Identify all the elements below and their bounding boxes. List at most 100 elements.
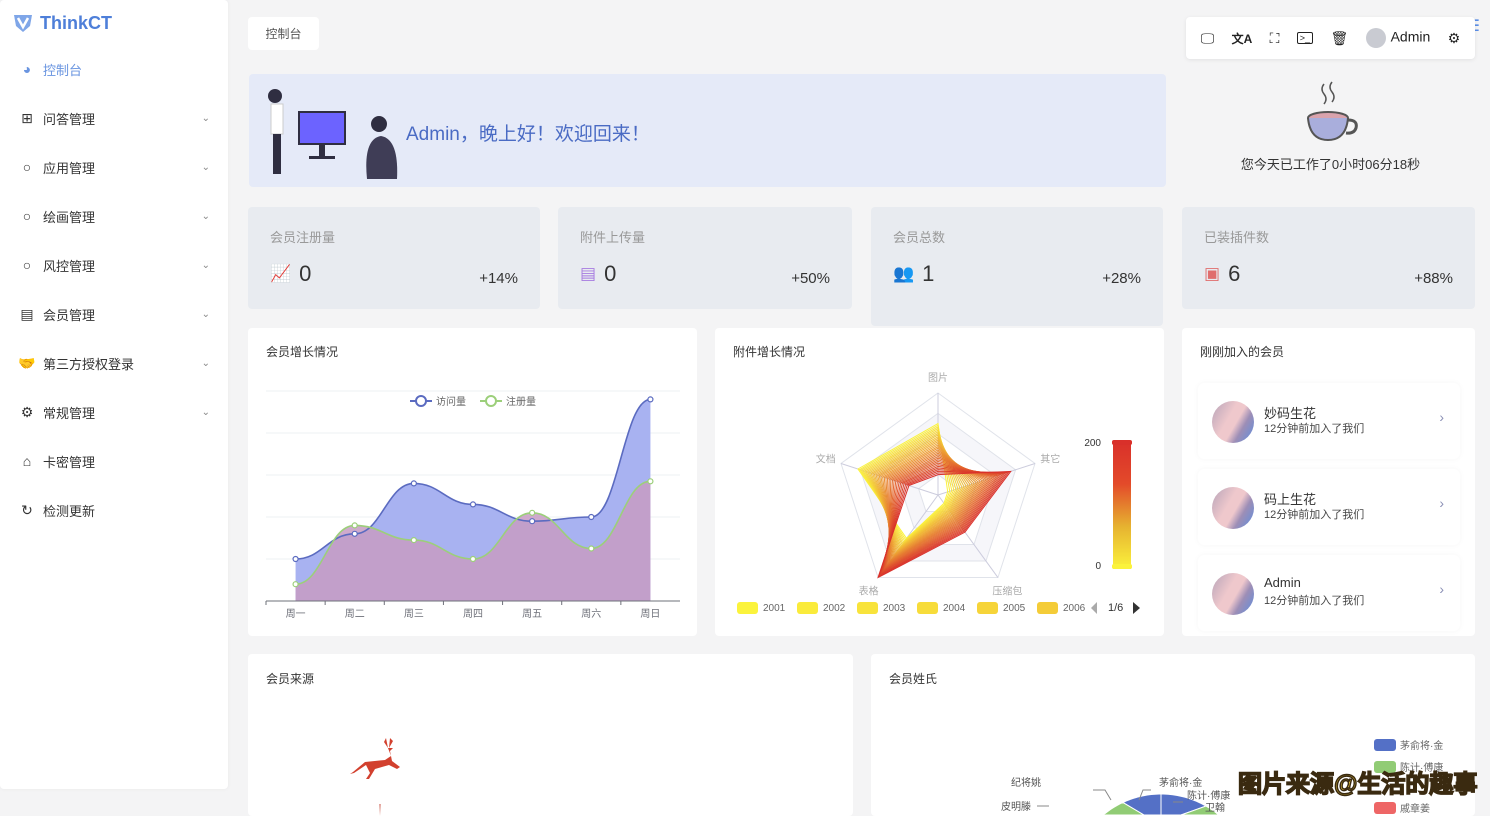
member-source-card: 会员来源 (248, 654, 853, 816)
radar-series (870, 436, 965, 550)
data-point[interactable] (469, 555, 477, 563)
sidebar-item[interactable]: ▤ 会员管理 ⌄ (18, 302, 214, 326)
legend-label[interactable]: 2002 (823, 603, 846, 614)
chevron-right-icon[interactable]: › (1439, 409, 1444, 425)
breadcrumb-item[interactable]: 控制台 (265, 27, 302, 41)
data-point[interactable] (410, 537, 417, 544)
sidebar-item[interactable]: ⌂ 卡密管理 (18, 449, 214, 473)
member-list-item[interactable]: 码上生花 12分钟前加入了我们 › (1198, 469, 1460, 545)
stat-title: 已装插件数 (1204, 230, 1270, 245)
legend-swatch[interactable] (1374, 739, 1396, 751)
visual-map-handle[interactable] (1112, 440, 1132, 445)
legend-next-icon[interactable] (1133, 602, 1140, 614)
gears-icon: ⚙ (20, 403, 34, 420)
legend-label[interactable]: 陈计·傅康 (1400, 761, 1443, 774)
member-name: Admin (1264, 575, 1301, 590)
sidebar-item[interactable]: ⚙ 常规管理 ⌄ (18, 400, 214, 424)
legend-swatch[interactable] (977, 602, 998, 614)
data-point[interactable] (469, 501, 477, 508)
radar-indicator-label: 表格 (859, 584, 879, 597)
legend-label[interactable]: 访问量 (436, 395, 466, 408)
coffee-cup-icon (1306, 81, 1358, 142)
sidebar-item-label: 控制台 (43, 62, 83, 78)
work-time-text: 您今天已工作了0小时06分18秒 (1240, 157, 1421, 172)
data-point[interactable] (588, 513, 595, 521)
sidebar-item[interactable]: ◕ 控制台 (18, 57, 214, 81)
legend-swatch[interactable] (917, 602, 938, 614)
legend-swatch[interactable] (737, 602, 758, 614)
legend-swatch[interactable] (1374, 761, 1396, 773)
data-point[interactable] (351, 530, 358, 537)
chevron-down-icon[interactable]: ⌄ (201, 161, 210, 173)
data-point[interactable] (292, 555, 299, 563)
stat-value-row: 👥 1 (893, 261, 934, 287)
terminal-icon[interactable]: >_ (1296, 32, 1314, 44)
chevron-down-icon[interactable]: ⌄ (201, 357, 210, 369)
legend-label[interactable]: 注册量 (506, 395, 536, 408)
visual-map-bar[interactable] (1113, 441, 1131, 569)
radar-series (875, 441, 971, 554)
data-point[interactable] (410, 480, 417, 487)
sidebar-item[interactable]: ⊞ 问答管理 ⌄ (18, 106, 214, 130)
legend-swatch[interactable] (797, 602, 818, 614)
legend-label[interactable]: 2001 (763, 603, 786, 614)
series-area (295, 481, 651, 601)
sidebar-item[interactable]: ○ 绘画管理 ⌄ (18, 204, 214, 228)
chevron-down-icon[interactable]: ⌄ (201, 406, 210, 418)
data-point[interactable] (351, 522, 358, 529)
legend-marker[interactable] (415, 395, 427, 407)
legend-prev-icon[interactable] (1091, 602, 1097, 614)
radar-series (883, 449, 981, 560)
chevron-right-icon[interactable]: › (1439, 581, 1444, 597)
legend-label[interactable]: 2006 (1063, 603, 1086, 614)
data-point[interactable] (647, 478, 654, 485)
chevron-down-icon[interactable]: ⌄ (201, 112, 210, 124)
trash-icon[interactable]: 🗑 (1330, 29, 1349, 46)
translate-icon[interactable]: 文A (1231, 31, 1253, 46)
data-point[interactable] (588, 545, 595, 552)
chevron-right-icon[interactable]: › (1439, 495, 1444, 511)
circle-icon: ○ (22, 159, 32, 175)
legend-marker[interactable] (485, 395, 497, 407)
legend-swatch[interactable] (1374, 802, 1396, 814)
legend-swatch[interactable] (857, 602, 878, 614)
sidebar: ThinkCT ☰ ◕控制台⊞问答管理⌄○应用管理⌄○绘画管理⌄○风控管理⌄▤会… (0, 0, 1480, 789)
stat-card: 会员总数 👥 1 +28% (871, 207, 1163, 326)
fullscreen-icon[interactable]: ⛶ (1269, 29, 1280, 46)
legend-label[interactable]: 茅俞将·金 (1400, 739, 1443, 752)
member-list-item[interactable]: 妙码生花 12分钟前加入了我们 › (1198, 383, 1460, 459)
legend-label[interactable]: 2004 (943, 603, 966, 614)
settings-gears-icon[interactable]: ⚙ (1447, 29, 1461, 46)
radar-series (872, 437, 967, 551)
visual-map-handle[interactable] (1112, 564, 1132, 569)
stat-change: +14% (479, 270, 518, 287)
legend-label[interactable]: 戚章姜 (1400, 802, 1430, 815)
legend-swatch[interactable] (1037, 602, 1058, 614)
member-source-title: 会员来源 (266, 672, 315, 686)
data-point[interactable] (529, 509, 536, 516)
data-point[interactable] (292, 581, 299, 588)
welcome-message: Admin，晚上好！欢迎回来！ (406, 124, 650, 145)
data-point[interactable] (647, 396, 654, 403)
radar-series (880, 446, 977, 557)
visual-map-min: 0 (1095, 561, 1101, 572)
attachment-growth-card: 附件增长情况 图片 其它 压缩包 表格 文档 200 0 2001 2002 2003 2004 20… (715, 328, 1164, 636)
monitor-icon[interactable]: 🖵 (1200, 29, 1215, 46)
data-point[interactable] (529, 518, 536, 525)
chevron-down-icon[interactable]: ⌄ (201, 308, 210, 320)
breadcrumb[interactable]: 控制台 (248, 17, 319, 50)
radar-indicator-label: 压缩包 (992, 584, 1022, 597)
sidebar-item[interactable]: ○ 应用管理 ⌄ (18, 155, 214, 179)
legend-label[interactable]: 2005 (1003, 603, 1026, 614)
chevron-down-icon[interactable]: ⌄ (201, 210, 210, 222)
sidebar-item[interactable]: ↻ 检测更新 (18, 498, 214, 522)
legend-label[interactable]: 2003 (883, 603, 906, 614)
circle-icon: ○ (22, 208, 32, 224)
chevron-down-icon[interactable]: ⌄ (201, 259, 210, 271)
user-menu[interactable]: Admin (1365, 28, 1430, 48)
stat-title: 会员注册量 (270, 230, 336, 245)
sidebar-item[interactable]: ○ 风控管理 ⌄ (18, 253, 214, 277)
logo[interactable]: ThinkCT (12, 12, 112, 34)
member-list-item[interactable]: Admin 12分钟前加入了我们 › (1198, 555, 1460, 631)
sidebar-item[interactable]: 🤝 第三方授权登录 ⌄ (18, 351, 214, 375)
